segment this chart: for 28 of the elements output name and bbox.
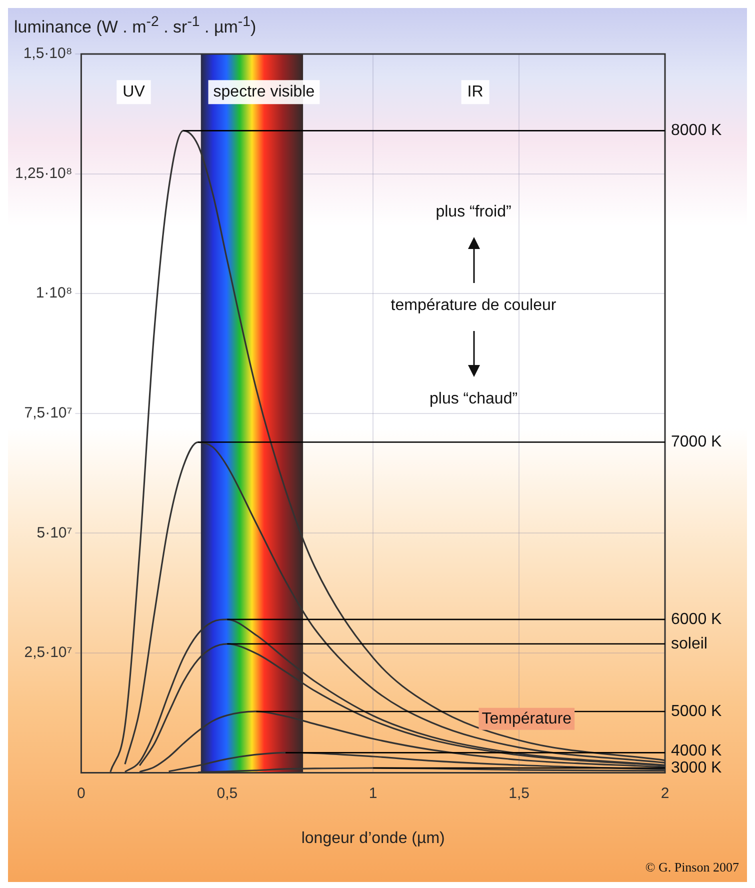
ref-line-label: 7000 K xyxy=(671,434,722,451)
y-tick-label: 1,25·10⁸ xyxy=(15,164,72,182)
y-tick-label: 7,5·10⁷ xyxy=(24,404,72,422)
band-label: spectre visible xyxy=(213,84,315,101)
annotation: température de couleur xyxy=(390,296,557,314)
y-tick-label: 1,5·10⁸ xyxy=(23,45,72,62)
annotation: UV xyxy=(122,84,146,101)
x-tick-label: 0 xyxy=(77,784,86,802)
x-tick-label: 1 xyxy=(368,784,378,802)
x-tick-label: 0,5 xyxy=(216,784,238,802)
ref-line-label: 5000 K xyxy=(671,702,722,720)
y-tick-label: 2,5·10⁷ xyxy=(24,644,72,662)
x-tick-label: 1,5 xyxy=(508,784,530,802)
x-axis-title: longeur d’onde (µm) xyxy=(301,830,445,847)
ref-line-label: soleil xyxy=(671,635,708,652)
y-tick-label: 1·10⁸ xyxy=(36,284,72,302)
ref-line-label: 8000 K xyxy=(671,122,722,140)
y-tick-label: 5·10⁷ xyxy=(36,524,72,542)
annotation: plus “chaud” xyxy=(429,390,518,408)
annotation: Température xyxy=(482,710,572,728)
text: © G. Pinson 2007 xyxy=(645,859,740,874)
x-tick-label: 2 xyxy=(660,784,670,802)
y-axis-title: luminance (W . m$^{-2}$ . sr$^{-1}$ . µm$^{-1}$) xyxy=(13,13,258,39)
ref-line-label: 6000 K xyxy=(671,610,722,628)
ref-line-label: 3000 K xyxy=(671,759,722,776)
annotation: plus “froid” xyxy=(436,204,512,221)
ref-line-label: 4000 K xyxy=(671,742,722,760)
annotation: IR xyxy=(467,84,484,101)
